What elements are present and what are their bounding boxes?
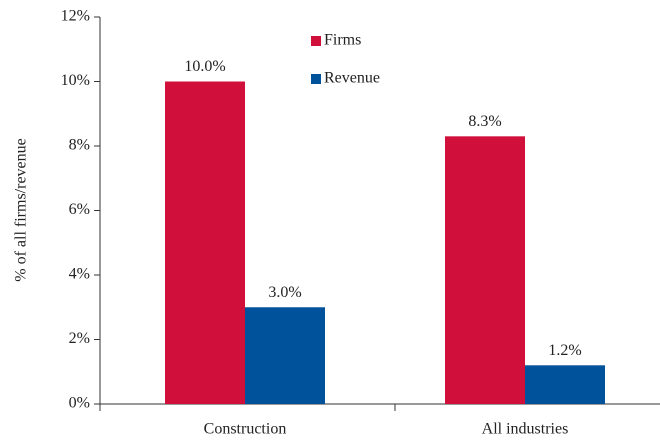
legend-label: Firms	[324, 32, 361, 49]
bar	[525, 365, 605, 404]
legend-label: Revenue	[324, 70, 380, 87]
value-label: 1.2%	[548, 342, 581, 359]
y-axis-label: % of all firms/revenue	[13, 138, 30, 282]
legend-swatch	[311, 36, 321, 46]
y-tick-label: 6%	[69, 201, 90, 218]
value-label: 8.3%	[468, 113, 501, 130]
legend-swatch	[311, 74, 321, 84]
y-tick-label: 12%	[61, 8, 90, 25]
y-tick-label: 0%	[69, 395, 90, 412]
y-tick-label: 10%	[61, 72, 90, 89]
y-tick-label: 8%	[69, 137, 90, 154]
y-tick-label: 2%	[69, 330, 90, 347]
y-tick-label: 4%	[69, 266, 90, 283]
bar	[165, 81, 245, 404]
bar	[245, 307, 325, 404]
x-tick-label: All industries	[482, 421, 569, 438]
value-label: 3.0%	[268, 284, 301, 301]
value-label: 10.0%	[184, 58, 225, 75]
x-tick-label: Construction	[204, 421, 287, 438]
bar	[445, 136, 525, 404]
